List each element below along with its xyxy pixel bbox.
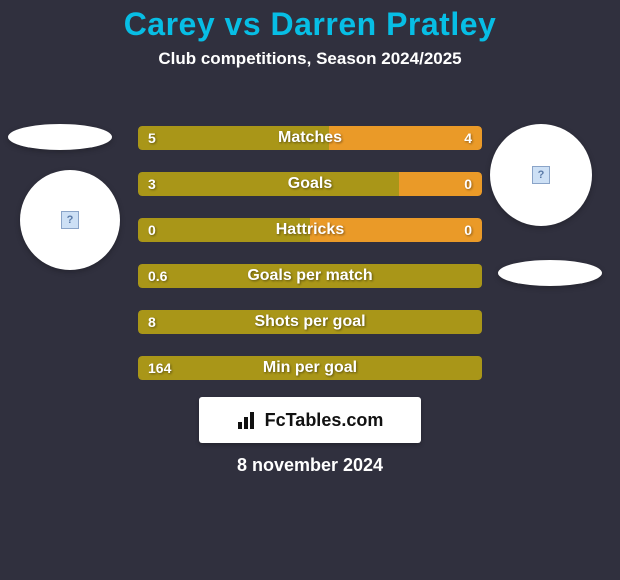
placeholder-image-icon xyxy=(532,166,550,184)
logo-text: FcTables.com xyxy=(265,410,384,431)
stat-bar-left xyxy=(138,218,310,242)
stat-bar-left xyxy=(138,172,399,196)
stat-row: Goals30 xyxy=(138,172,482,196)
stat-row: Shots per goal8 xyxy=(138,310,482,334)
stat-row: Goals per match0.6 xyxy=(138,264,482,288)
stat-bar-left xyxy=(138,356,482,380)
stat-bar-right xyxy=(399,172,482,196)
stat-bar-left xyxy=(138,126,329,150)
footer-date: 8 november 2024 xyxy=(0,455,620,476)
stat-row: Hattricks00 xyxy=(138,218,482,242)
player-avatar-right xyxy=(490,124,592,226)
decor-ellipse-bottom-right xyxy=(498,260,602,286)
stat-bar-left xyxy=(138,264,482,288)
stat-bars: Matches54 Goals30 Hattricks00 Goals per mat… xyxy=(138,126,482,402)
stat-row: Min per goal164 xyxy=(138,356,482,380)
placeholder-image-icon xyxy=(61,211,79,229)
stat-bar-right xyxy=(329,126,482,150)
stat-row: Matches54 xyxy=(138,126,482,150)
page-subtitle: Club competitions, Season 2024/2025 xyxy=(0,49,620,69)
decor-ellipse-top-left xyxy=(8,124,112,150)
fctables-logo: FcTables.com xyxy=(199,397,421,443)
stat-bar-left xyxy=(138,310,482,334)
player-avatar-left xyxy=(20,170,120,270)
stat-bar-right xyxy=(310,218,482,242)
page-title: Carey vs Darren Pratley xyxy=(0,0,620,43)
bar-chart-icon xyxy=(237,410,259,430)
